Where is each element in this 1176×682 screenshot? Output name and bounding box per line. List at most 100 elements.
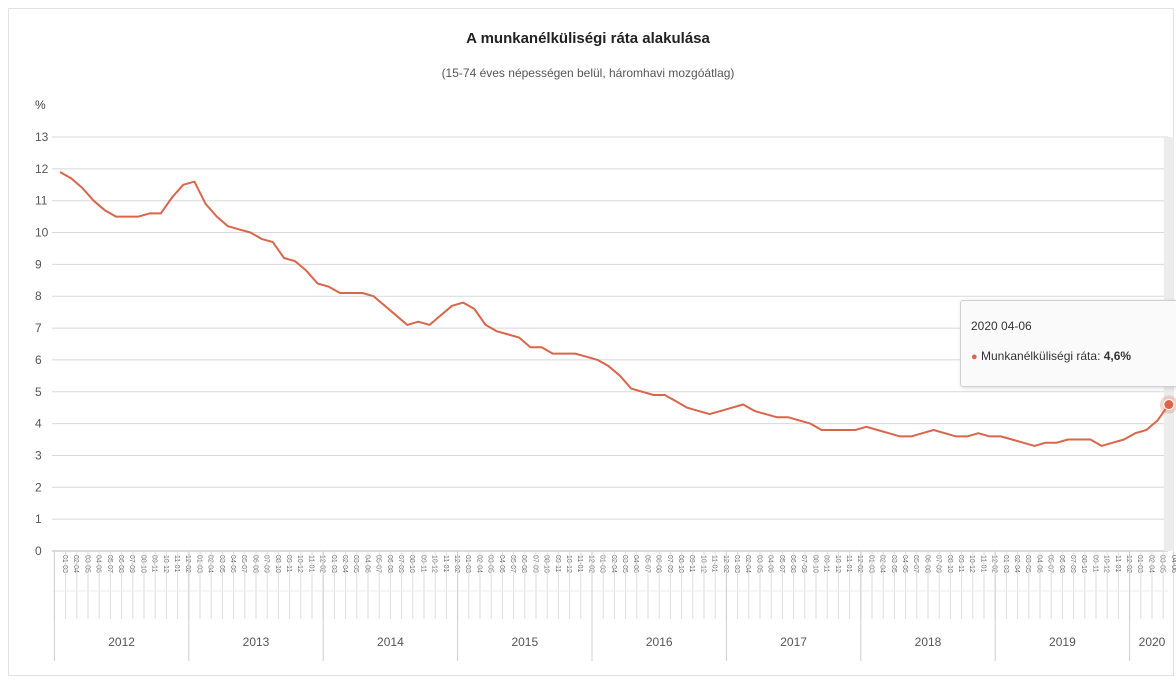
x-tick-label: 11-01 [979,555,986,572]
x-tick-label: 09-11 [419,555,426,572]
x-tick-label: 12-02 [453,555,460,573]
tooltip-series-line: ● Munkanélküliségi ráta: 4,6% [971,349,1131,363]
x-tick-label: 09-11 [1091,555,1098,572]
x-tick-label: 03-05 [890,555,897,573]
x-tick-label: 01-03 [61,555,68,573]
chart-subtitle: (15-74 éves népességen belül, háromhavi … [441,66,735,80]
x-tick-label: 11-01 [845,555,852,572]
x-tick-label: 01-03 [1136,555,1143,573]
x-tick-label: 06-08 [117,555,124,573]
y-tick-label: 7 [35,321,42,335]
x-tick-label: 03-05 [352,555,359,573]
x-tick-label: 11-01 [173,555,180,572]
x-tick-label: 03-05 [487,555,494,573]
x-tick-label: 08-10 [274,555,281,573]
tooltip-date: 2020 04-06 [971,319,1032,333]
year-label: 2014 [377,635,404,649]
x-tick-label: 09-11 [554,555,561,572]
y-tick-label: 5 [35,385,42,399]
x-tick-label: 11-01 [442,555,449,572]
y-tick-label: 1 [35,512,42,526]
x-tick-label: 03-05 [755,555,762,573]
x-tick-label: 06-08 [386,555,393,573]
x-tick-label: 11-01 [307,555,314,572]
x-tick-label: 12-02 [722,555,729,573]
x-tick-label: 02-04 [1013,555,1020,573]
y-tick-label: 2 [35,480,42,494]
x-tick-label: 06-08 [251,555,258,573]
x-tick-label: 08-10 [811,555,818,573]
y-tick-label: 13 [35,130,49,144]
x-tick-label: 11-01 [1114,555,1121,572]
x-tick-label: 06-08 [520,555,527,573]
x-tick-label: 05-07 [509,555,516,573]
x-tick-label: 04-06 [632,555,639,573]
x-tick-label: 07-09 [800,555,807,573]
x-tick-label: 04-06 [229,555,236,573]
x-tick-label: 10-12 [699,555,706,573]
x-tick-label: 04-06 [1035,555,1042,573]
x-tick-label: 10-12 [565,555,572,573]
x-tick-label: 11-01 [576,555,583,572]
chart-title: A munkanélküliségi ráta alakulása [466,30,710,47]
x-tick-label: 08-10 [408,555,415,573]
x-tick-label: 09-11 [957,555,964,572]
x-tick-label: 10-12 [431,555,438,573]
x-tick-label: 03-05 [83,555,90,573]
x-tick-label: 10-12 [162,555,169,573]
x-tick-label: 07-09 [531,555,538,573]
y-tick-label: 6 [35,353,42,367]
x-tick-label: 02-04 [879,555,886,573]
year-label: 2016 [646,635,673,649]
x-tick-label: 06-08 [923,555,930,573]
x-tick-label: 12-02 [184,555,191,573]
x-tick-label: 10-12 [834,555,841,573]
series-line [59,171,1170,447]
x-tick-label: 05-07 [240,555,247,573]
year-label: 2017 [780,635,807,649]
x-tick-label: 05-07 [1047,555,1054,573]
tooltip-value: 4,6% [1103,349,1132,363]
x-tick-label: 12-02 [319,555,326,573]
x-tick-label: 03-05 [621,555,628,573]
x-tick-label: 02-04 [1147,555,1154,573]
x-tick-label: 07-09 [397,555,404,573]
y-tick-label: 8 [35,289,42,303]
x-tick-label: 06-08 [655,555,662,573]
x-tick-label: 02-04 [610,555,617,573]
x-tick-label: 04-06 [767,555,774,573]
x-tick-label: 02-04 [341,555,348,573]
x-tick-label: 03-05 [218,555,225,573]
x-tick-label: 01-03 [195,555,202,573]
x-tick-label: 12-02 [856,555,863,573]
year-label: 2019 [1049,635,1076,649]
x-tick-label: 01-03 [464,555,471,573]
x-tick-label: 09-11 [823,555,830,572]
x-tick-label: 09-11 [688,555,695,572]
x-tick-label: 01-03 [599,555,606,573]
x-tick-label: 07-09 [1069,555,1076,573]
x-tick-label: 02-04 [744,555,751,573]
x-tick-label: 01-03 [330,555,337,573]
x-tick-label: 09-11 [151,555,158,572]
year-label: 2013 [243,635,270,649]
x-tick-label: 08-10 [946,555,953,573]
x-tick-label: 04-06 [498,555,505,573]
year-label: 2018 [915,635,942,649]
x-tick-label: 02-04 [475,555,482,573]
series-marker-icon: ● [971,351,978,363]
x-tick-label: 05-07 [106,555,113,573]
x-tick-label: 10-12 [296,555,303,573]
x-tick-label: 01-03 [1002,555,1009,573]
x-tick-label: 08-10 [677,555,684,573]
data-tooltip: 2020 04-06 ● Munkanélküliségi ráta: 4,6% [960,300,1176,387]
y-tick-label: 10 [35,226,49,240]
x-tick-label: 05-07 [643,555,650,573]
x-tick-label: 05-07 [778,555,785,573]
x-tick-label: 01-03 [867,555,874,573]
y-tick-label: 9 [35,257,42,271]
x-tick-label: 02-04 [72,555,79,573]
y-tick-label: 4 [35,417,42,431]
tooltip-series-label: Munkanélküliségi ráta: [981,349,1101,363]
y-tick-label: 11 [35,194,48,208]
